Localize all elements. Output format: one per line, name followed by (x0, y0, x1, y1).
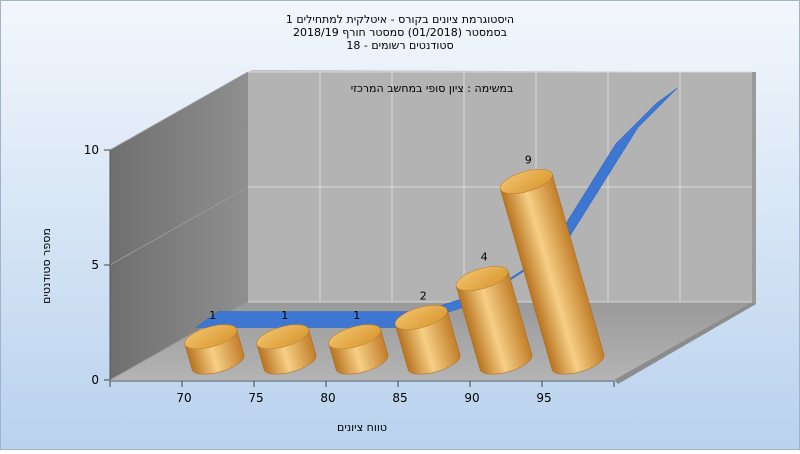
x-tick-label: 95 (536, 391, 551, 405)
bar-95 (499, 169, 605, 375)
bar-value-label: 9 (525, 153, 532, 166)
y-tick-label: 0 (91, 373, 99, 387)
bar-cap (256, 324, 310, 350)
y-tick-label: 10 (84, 143, 99, 157)
bar-80 (328, 324, 389, 375)
bar-value-label: 2 (420, 289, 427, 302)
chart-title-line-1: היסטוגרמת ציונים בקורס - איטלקית למתחילי… (286, 13, 514, 26)
bar-cap (394, 304, 448, 330)
bar-cap (499, 169, 553, 194)
x-tick-label: 75 (248, 391, 263, 405)
bar-70 (184, 324, 245, 375)
bar-value-label: 1 (209, 309, 216, 322)
bar-body (499, 173, 605, 375)
gridline-y-side (109, 71, 249, 151)
bar-75 (256, 324, 317, 375)
chart-title-line-3: סטודנטים רשומים - 18 (346, 39, 453, 52)
right-rim (752, 72, 756, 304)
bar-value-label: 4 (481, 251, 488, 264)
front-rim (614, 302, 756, 384)
x-axis-label: טווח ציונים (337, 421, 387, 434)
bar-cap (328, 324, 382, 350)
y-axis: 0 5 10 (84, 143, 111, 387)
bars: 1 1 1 2 4 9 (184, 153, 605, 375)
bar-90 (455, 266, 533, 375)
x-tick-label: 85 (392, 391, 407, 405)
bar-85 (394, 304, 461, 375)
chart-title-line-2: בסמסטר (01/2018) סמסטר חורף 2018/19 (293, 26, 507, 39)
x-tick-label: 80 (320, 391, 335, 405)
x-tick-label: 90 (464, 391, 479, 405)
x-axis: 70 75 80 85 90 95 (109, 380, 615, 405)
chart-annotation: במשימה : ציון סופי במחשב המרכזי (351, 82, 514, 95)
bar-body (455, 270, 533, 375)
y-axis-label: מספר סטודנטים (40, 228, 53, 304)
bar-cap (184, 324, 238, 350)
x-tick-label: 70 (176, 391, 191, 405)
y-tick-label: 5 (91, 258, 99, 272)
bar-value-label: 1 (353, 309, 360, 322)
bar-cap (455, 266, 509, 291)
gridline-y-side (109, 186, 249, 266)
bar-value-label: 1 (281, 309, 288, 322)
